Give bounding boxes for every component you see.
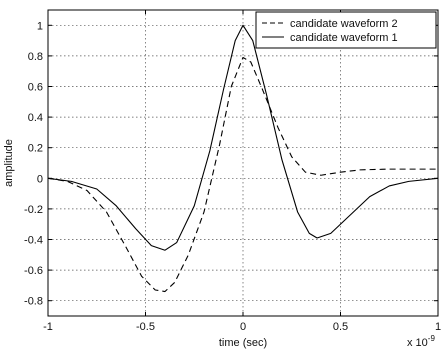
- x-tick-label: -0.5: [136, 321, 155, 333]
- y-tick-label: 1: [37, 20, 43, 32]
- series-line-1: [47, 56, 438, 293]
- y-tick-label: 0.8: [28, 51, 43, 63]
- legend-box: [255, 11, 437, 49]
- x-tick-label: 1: [435, 321, 441, 333]
- y-tick-label: -0.4: [24, 235, 43, 247]
- x-tick-label: -1: [43, 321, 53, 333]
- y-tick-label: 0: [37, 173, 43, 185]
- axes: -1 -0.5 0 0.5 1 -0.8 -0.6 -0.4 -0.2 0 0.2 0.4 0.6 0.8…: [24, 9, 441, 333]
- y-axis-label: amplitude: [3, 139, 15, 187]
- y-tick-label: -0.6: [24, 265, 43, 277]
- series-lines: [47, 24, 439, 293]
- y-tick-label: 0.4: [28, 112, 43, 124]
- series-line-2: [47, 24, 439, 251]
- grid: [47, 10, 439, 316]
- y-tick-label: -0.2: [24, 204, 43, 216]
- y-tick-label: -0.8: [24, 296, 43, 308]
- legend-entry-2: candidate waveform 1: [290, 32, 398, 44]
- x-axis-multiplier-exponent: -9: [428, 334, 436, 343]
- legend-entry-1: candidate waveform 2: [290, 18, 398, 30]
- x-axis-multiplier-base: x 10: [407, 337, 428, 349]
- x-tick-label: 0.5: [333, 321, 348, 333]
- x-tick-label: 0: [240, 321, 246, 333]
- legend: candidate waveform 2 candidate waveform 1: [255, 11, 437, 49]
- x-axis-multiplier: x 10-9: [407, 334, 435, 349]
- y-tick-label: 0.2: [28, 143, 43, 155]
- y-tick-label: 0.6: [28, 82, 43, 94]
- x-axis-label: time (sec): [219, 337, 267, 349]
